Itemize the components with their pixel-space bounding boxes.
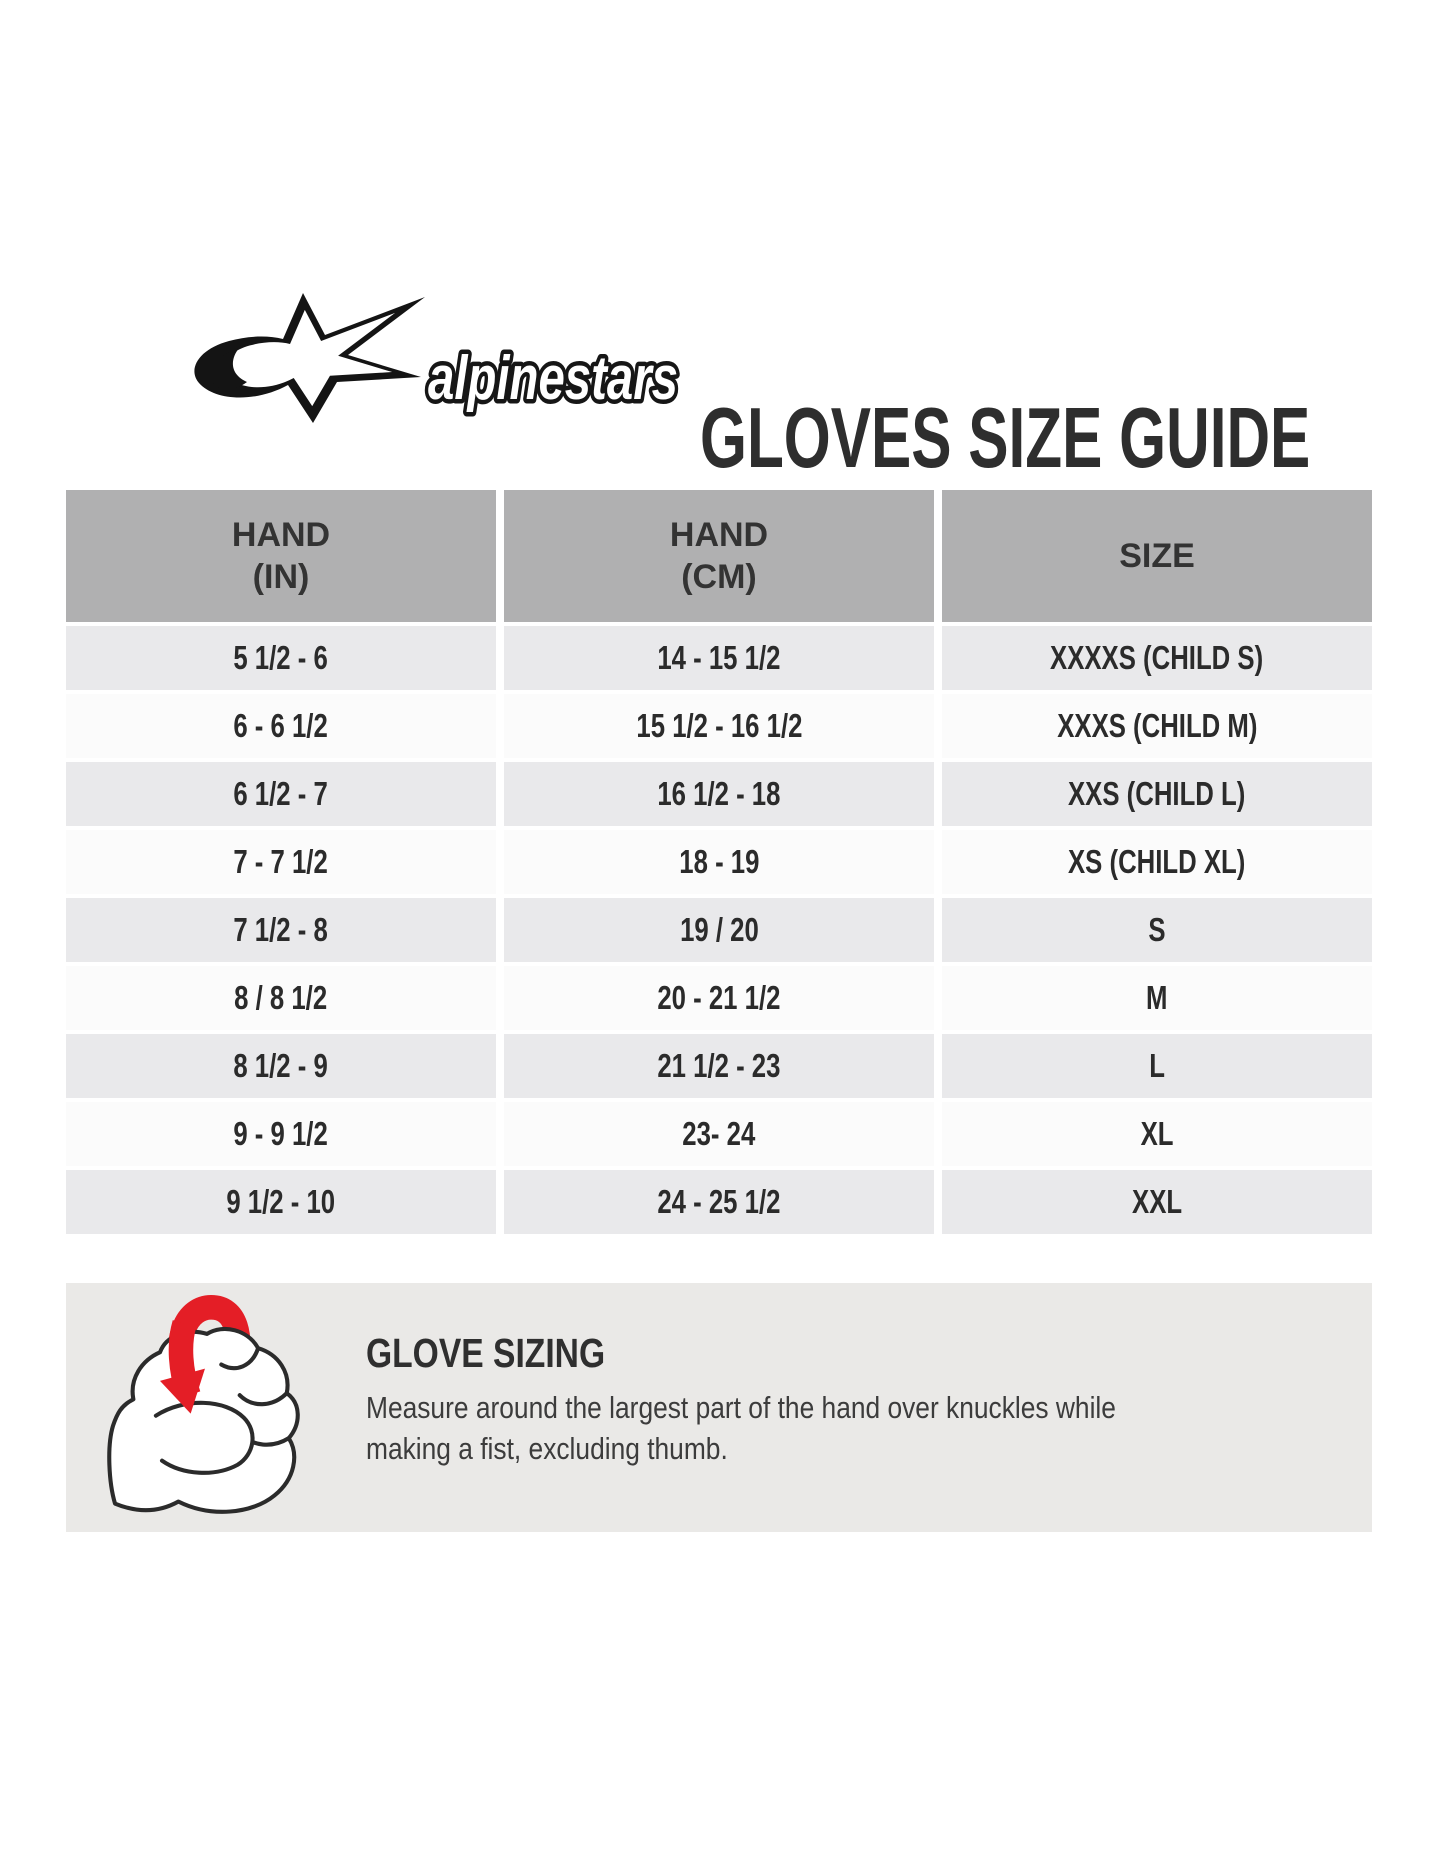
column-header-line: (CM): [681, 558, 757, 596]
cell-value: 7 1/2 - 8: [233, 911, 329, 948]
cell-size: S: [942, 898, 1372, 962]
cell-hand-in: 8 1/2 - 9: [66, 1034, 496, 1098]
cell-value: 5 1/2 - 6: [233, 639, 329, 676]
cell-value: 6 1/2 - 7: [233, 775, 329, 812]
column-header-line: HAND: [231, 516, 331, 554]
cell-value: 24 - 25 1/2: [657, 1183, 781, 1220]
cell-value: XXXS (CHILD M): [1056, 707, 1258, 744]
cell-value: 16 1/2 - 18: [657, 775, 781, 812]
cell-hand-in: 9 - 9 1/2: [66, 1102, 496, 1166]
column-header-hand-in: HAND (IN): [66, 490, 496, 622]
cell-hand-cm: 14 - 15 1/2: [504, 626, 934, 690]
cell-value: 8 / 8 1/2: [234, 979, 328, 1016]
cell-value: 19 / 20: [679, 911, 759, 948]
cell-value: 15 1/2 - 16 1/2: [635, 707, 802, 744]
cell-hand-in: 7 - 7 1/2: [66, 830, 496, 894]
cell-size: XL: [942, 1102, 1372, 1166]
cell-value: 9 1/2 - 10: [226, 1183, 336, 1220]
cell-hand-cm: 16 1/2 - 18: [504, 762, 934, 826]
sizing-description: Measure around the largest part of the h…: [366, 1390, 1116, 1466]
cell-value: XXS (CHILD L): [1068, 775, 1246, 812]
column-header-line: HAND: [669, 516, 769, 554]
cell-value: XXL: [1131, 1183, 1183, 1220]
measure-arrowhead: [159, 1368, 205, 1414]
cell-hand-in: 6 1/2 - 7: [66, 762, 496, 826]
page-title: GLOVES SIZE GUIDE: [700, 390, 1311, 486]
gloves-size-table: HAND (IN) HAND (CM) SIZE 5 1/2 - 6 14 - …: [66, 490, 1372, 1234]
cell-hand-cm: 15 1/2 - 16 1/2: [504, 694, 934, 758]
cell-hand-cm: 21 1/2 - 23: [504, 1034, 934, 1098]
cell-value: 6 - 6 1/2: [233, 707, 329, 744]
cell-hand-cm: 18 - 19: [504, 830, 934, 894]
cell-size: M: [942, 966, 1372, 1030]
cell-hand-in: 8 / 8 1/2: [66, 966, 496, 1030]
cell-size: XXS (CHILD L): [942, 762, 1372, 826]
cell-hand-cm: 24 - 25 1/2: [504, 1170, 934, 1234]
cell-size: XXXXS (CHILD S): [942, 626, 1372, 690]
column-header-size: SIZE: [942, 490, 1372, 622]
cell-hand-cm: 19 / 20: [504, 898, 934, 962]
thumb-line: [153, 1400, 255, 1475]
cell-value: XXXXS (CHILD S): [1050, 639, 1264, 676]
cell-value: L: [1149, 1047, 1165, 1084]
column-header-line: (IN): [252, 558, 310, 596]
cell-value: S: [1148, 911, 1166, 948]
cell-hand-in: 7 1/2 - 8: [66, 898, 496, 962]
cell-value: 21 1/2 - 23: [657, 1047, 781, 1084]
alpinestars-star-icon: [194, 293, 425, 423]
cell-value: 9 - 9 1/2: [233, 1115, 329, 1152]
cell-value: XS (CHILD XL): [1068, 843, 1246, 880]
cell-hand-in: 5 1/2 - 6: [66, 626, 496, 690]
sizing-heading: GLOVE SIZING: [366, 1330, 606, 1376]
fist-measurement-icon: [107, 1295, 300, 1514]
cell-value: 18 - 19: [678, 843, 760, 880]
cell-value: XL: [1140, 1115, 1174, 1152]
cell-size: L: [942, 1034, 1372, 1098]
alpinestars-logo: alpinestars: [194, 293, 683, 423]
cell-hand-in: 9 1/2 - 10: [66, 1170, 496, 1234]
cell-hand-in: 6 - 6 1/2: [66, 694, 496, 758]
column-header-line: SIZE: [1119, 537, 1195, 575]
glove-sizing-panel: GLOVE SIZING Measure around the largest …: [66, 1283, 1372, 1532]
cell-value: 23- 24: [682, 1115, 756, 1152]
cell-hand-cm: 23- 24: [504, 1102, 934, 1166]
cell-value: 20 - 21 1/2: [657, 979, 781, 1016]
cell-hand-cm: 20 - 21 1/2: [504, 966, 934, 1030]
cell-value: 7 - 7 1/2: [233, 843, 329, 880]
cell-value: 14 - 15 1/2: [657, 639, 781, 676]
column-header-hand-cm: HAND (CM): [504, 490, 934, 622]
cell-size: XS (CHILD XL): [942, 830, 1372, 894]
cell-value: M: [1146, 979, 1168, 1016]
cell-size: XXXS (CHILD M): [942, 694, 1372, 758]
cell-size: XXL: [942, 1170, 1372, 1234]
logo-wordmark: alpinestars: [428, 344, 678, 413]
cell-value: 8 1/2 - 9: [233, 1047, 329, 1084]
page-header: alpinestars GLOVES SIZE GUIDE: [185, 285, 1310, 481]
